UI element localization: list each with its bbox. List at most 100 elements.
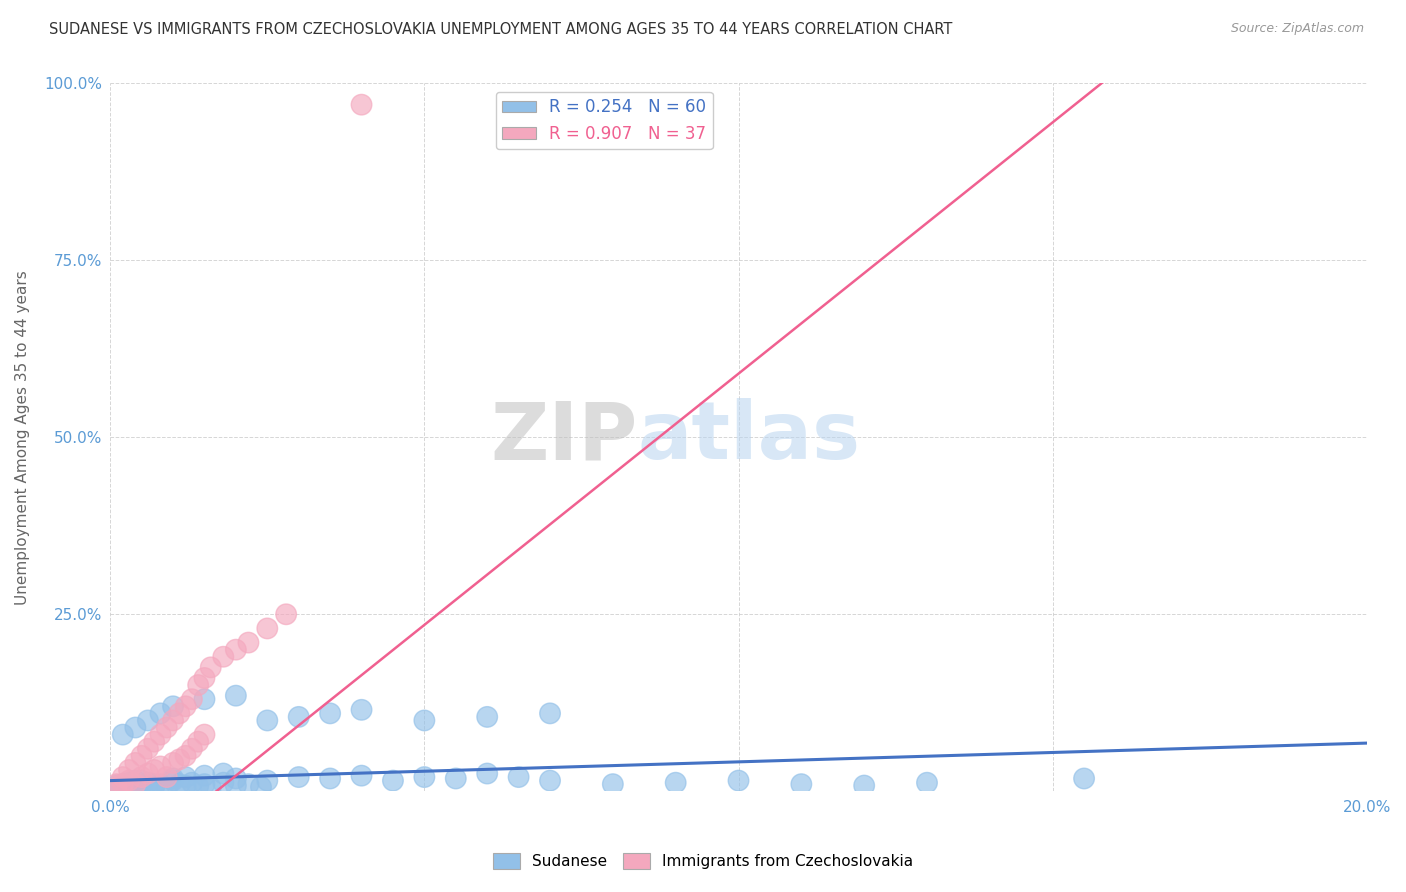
Ellipse shape bbox=[125, 774, 146, 795]
Text: Source: ZipAtlas.com: Source: ZipAtlas.com bbox=[1230, 22, 1364, 36]
Ellipse shape bbox=[163, 710, 183, 731]
Ellipse shape bbox=[792, 774, 811, 795]
Ellipse shape bbox=[150, 703, 170, 723]
Ellipse shape bbox=[225, 685, 246, 706]
Ellipse shape bbox=[169, 749, 190, 770]
Text: atlas: atlas bbox=[638, 399, 860, 476]
Ellipse shape bbox=[352, 699, 371, 720]
Ellipse shape bbox=[288, 706, 309, 727]
Ellipse shape bbox=[201, 657, 221, 678]
Ellipse shape bbox=[194, 668, 215, 689]
Ellipse shape bbox=[225, 768, 246, 789]
Ellipse shape bbox=[194, 774, 215, 795]
Ellipse shape bbox=[176, 767, 195, 788]
Ellipse shape bbox=[118, 760, 139, 780]
Ellipse shape bbox=[150, 774, 170, 795]
Ellipse shape bbox=[214, 647, 233, 667]
Ellipse shape bbox=[131, 767, 152, 788]
Ellipse shape bbox=[118, 778, 139, 798]
Ellipse shape bbox=[163, 771, 183, 791]
Ellipse shape bbox=[107, 778, 127, 798]
Ellipse shape bbox=[107, 774, 127, 795]
Ellipse shape bbox=[276, 604, 297, 624]
Ellipse shape bbox=[194, 689, 215, 709]
Ellipse shape bbox=[112, 724, 134, 745]
Ellipse shape bbox=[163, 696, 183, 716]
Ellipse shape bbox=[728, 771, 749, 791]
Ellipse shape bbox=[288, 767, 309, 788]
Ellipse shape bbox=[188, 776, 208, 797]
Ellipse shape bbox=[163, 753, 183, 773]
Ellipse shape bbox=[446, 768, 465, 789]
Legend: R = 0.254   N = 60, R = 0.907   N = 37: R = 0.254 N = 60, R = 0.907 N = 37 bbox=[495, 92, 713, 150]
Ellipse shape bbox=[181, 772, 202, 793]
Text: SUDANESE VS IMMIGRANTS FROM CZECHOSLOVAKIA UNEMPLOYMENT AMONG AGES 35 TO 44 YEAR: SUDANESE VS IMMIGRANTS FROM CZECHOSLOVAK… bbox=[49, 22, 953, 37]
Ellipse shape bbox=[112, 774, 134, 795]
Ellipse shape bbox=[188, 674, 208, 696]
Ellipse shape bbox=[238, 774, 259, 795]
Legend: Sudanese, Immigrants from Czechoslovakia: Sudanese, Immigrants from Czechoslovakia bbox=[486, 847, 920, 875]
Ellipse shape bbox=[181, 739, 202, 759]
Ellipse shape bbox=[143, 774, 165, 795]
Ellipse shape bbox=[382, 771, 404, 791]
Ellipse shape bbox=[169, 774, 190, 795]
Ellipse shape bbox=[665, 772, 686, 793]
Ellipse shape bbox=[540, 703, 561, 723]
Ellipse shape bbox=[138, 772, 159, 793]
Ellipse shape bbox=[131, 775, 152, 796]
Ellipse shape bbox=[112, 767, 134, 788]
Ellipse shape bbox=[194, 724, 215, 745]
Ellipse shape bbox=[540, 771, 561, 791]
Ellipse shape bbox=[118, 771, 139, 791]
Text: ZIP: ZIP bbox=[491, 399, 638, 476]
Ellipse shape bbox=[194, 765, 215, 786]
Ellipse shape bbox=[125, 753, 146, 773]
Ellipse shape bbox=[352, 95, 371, 115]
Ellipse shape bbox=[138, 710, 159, 731]
Ellipse shape bbox=[156, 717, 177, 738]
Ellipse shape bbox=[176, 775, 195, 796]
Ellipse shape bbox=[415, 710, 434, 731]
Ellipse shape bbox=[176, 746, 195, 766]
Ellipse shape bbox=[319, 768, 340, 789]
Ellipse shape bbox=[156, 778, 177, 798]
Ellipse shape bbox=[1074, 768, 1094, 789]
Ellipse shape bbox=[201, 778, 221, 798]
Ellipse shape bbox=[138, 764, 159, 784]
Ellipse shape bbox=[107, 778, 127, 798]
Ellipse shape bbox=[156, 767, 177, 788]
Ellipse shape bbox=[188, 731, 208, 752]
Ellipse shape bbox=[257, 710, 277, 731]
Ellipse shape bbox=[138, 739, 159, 759]
Ellipse shape bbox=[118, 772, 139, 793]
Ellipse shape bbox=[150, 724, 170, 745]
Ellipse shape bbox=[112, 774, 134, 795]
Ellipse shape bbox=[143, 731, 165, 752]
Ellipse shape bbox=[131, 746, 152, 766]
Ellipse shape bbox=[107, 775, 127, 796]
Ellipse shape bbox=[477, 706, 498, 727]
Ellipse shape bbox=[415, 767, 434, 788]
Ellipse shape bbox=[143, 760, 165, 780]
Ellipse shape bbox=[181, 689, 202, 709]
Ellipse shape bbox=[257, 618, 277, 639]
Ellipse shape bbox=[238, 632, 259, 653]
Ellipse shape bbox=[352, 765, 371, 786]
Ellipse shape bbox=[214, 764, 233, 784]
Ellipse shape bbox=[143, 777, 165, 797]
Ellipse shape bbox=[150, 756, 170, 777]
Ellipse shape bbox=[603, 774, 623, 795]
Ellipse shape bbox=[257, 771, 277, 791]
Ellipse shape bbox=[225, 640, 246, 660]
Ellipse shape bbox=[125, 771, 146, 791]
Ellipse shape bbox=[214, 772, 233, 793]
Ellipse shape bbox=[250, 777, 271, 797]
Ellipse shape bbox=[319, 703, 340, 723]
Ellipse shape bbox=[917, 772, 938, 793]
Ellipse shape bbox=[131, 771, 152, 791]
Ellipse shape bbox=[509, 767, 529, 788]
Ellipse shape bbox=[125, 717, 146, 738]
Ellipse shape bbox=[176, 696, 195, 716]
Ellipse shape bbox=[163, 768, 183, 789]
Ellipse shape bbox=[853, 775, 875, 796]
